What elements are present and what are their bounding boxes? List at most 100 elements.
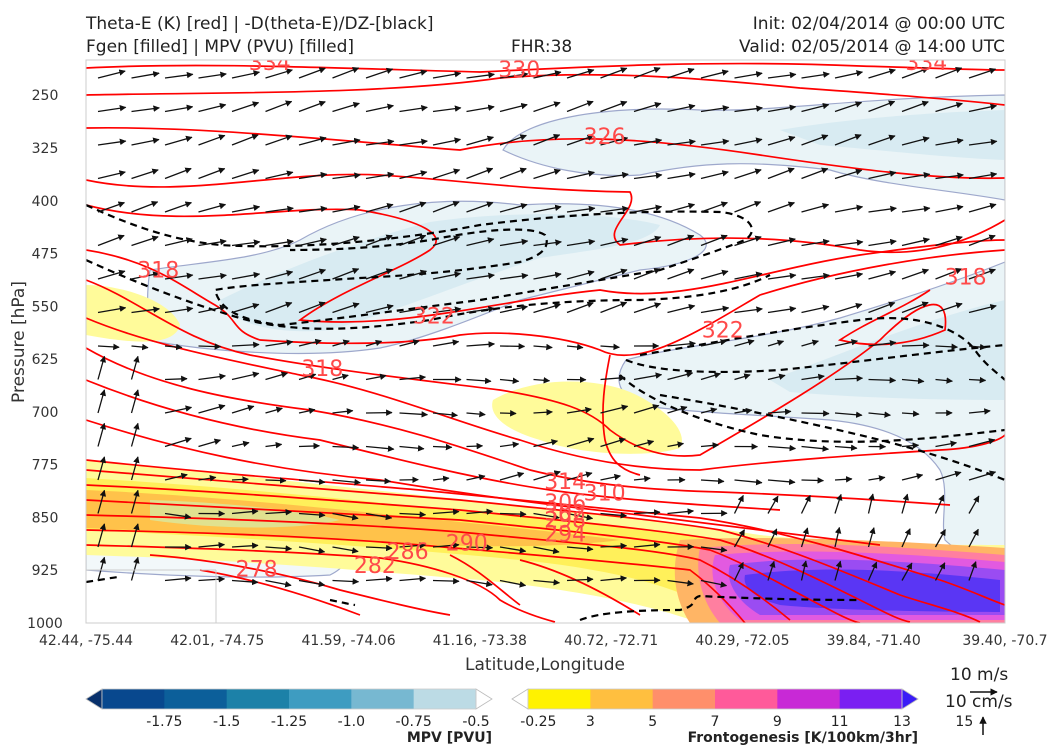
wind-arrow bbox=[901, 410, 920, 417]
wind-arrow bbox=[499, 202, 528, 213]
wind-arrow bbox=[968, 171, 998, 180]
wind-arrow bbox=[466, 201, 494, 213]
colorbar-segment bbox=[528, 689, 591, 709]
colorbar-extend-right bbox=[901, 688, 919, 710]
wind-arrow bbox=[734, 105, 763, 113]
wind-arrow bbox=[533, 546, 560, 555]
wind-arrow bbox=[700, 372, 721, 381]
theta-e-contour-label: 282 bbox=[354, 554, 396, 579]
colorbar-segment bbox=[590, 689, 654, 709]
wind-arrow bbox=[399, 201, 427, 213]
theta-e-contour-label: 334 bbox=[249, 51, 291, 76]
wind-arrow bbox=[700, 105, 730, 113]
wind-arrow bbox=[231, 168, 260, 180]
wind-arrow bbox=[97, 234, 125, 247]
wind-arrow bbox=[265, 301, 293, 314]
wind-arrow bbox=[466, 442, 484, 450]
wind-arrow bbox=[767, 560, 776, 581]
y-tick-label: 700 bbox=[32, 405, 59, 421]
wind-arrow bbox=[332, 67, 360, 79]
wind-arrow bbox=[131, 70, 160, 79]
wind-arrow bbox=[834, 339, 859, 347]
wind-arrow bbox=[867, 493, 875, 514]
wind-arrow bbox=[231, 578, 259, 586]
wind-arrow bbox=[265, 170, 294, 180]
wind-arrow bbox=[867, 527, 876, 548]
wind-arrow bbox=[834, 239, 864, 247]
wind-arrow bbox=[265, 68, 293, 79]
wind-arrow bbox=[499, 134, 527, 146]
wind-arrow bbox=[834, 560, 842, 581]
wind-arrow bbox=[633, 101, 662, 113]
wind-arrow bbox=[868, 134, 896, 146]
wind-arrow bbox=[566, 270, 595, 280]
wind-arrow bbox=[198, 575, 226, 583]
y-tick-label: 550 bbox=[32, 299, 59, 315]
wind-arrow bbox=[432, 271, 462, 280]
wind-arrow bbox=[600, 473, 621, 481]
wind-arrow bbox=[399, 234, 427, 247]
wind-arrow bbox=[633, 475, 651, 483]
wind-arrow bbox=[131, 168, 159, 180]
wind-arrow bbox=[97, 138, 127, 146]
x-axis-label: Latitude,Longitude bbox=[465, 655, 625, 675]
wind-arrow bbox=[834, 133, 862, 146]
wind-arrow bbox=[130, 355, 140, 380]
wind-arrow bbox=[298, 372, 317, 381]
wind-arrow bbox=[466, 104, 495, 113]
wind-arrow bbox=[365, 171, 395, 180]
wind-arrow bbox=[800, 527, 809, 548]
wind-arrow bbox=[130, 456, 140, 481]
wind-arrow bbox=[935, 267, 963, 280]
wind-arrow bbox=[365, 373, 387, 381]
wind-arrow bbox=[935, 470, 962, 481]
wind-arrow bbox=[97, 523, 106, 548]
wind-arrow bbox=[667, 371, 694, 381]
wind-arrow bbox=[231, 271, 261, 280]
wind-arrow bbox=[164, 472, 188, 481]
wind-arrow bbox=[265, 371, 289, 381]
colorbar-tick-label: -0.5 bbox=[462, 714, 489, 730]
wind-arrow bbox=[265, 270, 294, 280]
wind-arrow bbox=[399, 411, 429, 418]
wind-arrow bbox=[198, 403, 226, 414]
wind-arrow bbox=[868, 100, 896, 113]
wind-arrow bbox=[533, 70, 562, 79]
theta-e-contour-label: 330 bbox=[498, 58, 540, 83]
wind-arrow bbox=[968, 438, 996, 448]
wind-arrow bbox=[700, 201, 728, 213]
colorbar-segment bbox=[839, 689, 903, 709]
wind-arrow bbox=[834, 271, 864, 280]
wind-arrow bbox=[499, 71, 529, 79]
theta-e-contour-label: 298 bbox=[544, 508, 586, 533]
colorbar-tick-label: -1.5 bbox=[213, 714, 240, 730]
wind-arrow bbox=[164, 375, 188, 383]
theta-e-contour-label: 322 bbox=[702, 318, 744, 343]
colorbar-segment bbox=[226, 689, 290, 709]
wind-arrow bbox=[365, 234, 393, 247]
wind-arrow bbox=[198, 238, 227, 247]
wind-arrow bbox=[767, 71, 797, 79]
wind-arrow bbox=[97, 269, 126, 280]
wind-arrow bbox=[600, 374, 626, 382]
wind-arrow bbox=[834, 476, 853, 483]
wind-arrow bbox=[767, 201, 796, 213]
wind-arrow bbox=[365, 268, 393, 280]
wind-arrow bbox=[767, 167, 795, 180]
wind-arrow bbox=[97, 104, 127, 113]
wind-arrow bbox=[901, 442, 920, 449]
y-tick-label: 325 bbox=[32, 141, 59, 157]
wind-arrow bbox=[968, 234, 996, 247]
y-tick-label: 475 bbox=[32, 247, 59, 263]
wind-arrow bbox=[868, 68, 896, 79]
wind-arrow bbox=[767, 408, 792, 416]
wind-arrow bbox=[97, 170, 126, 180]
y-tick-label: 250 bbox=[32, 88, 59, 104]
wind-arrow bbox=[466, 167, 494, 180]
wind-arrow bbox=[533, 101, 561, 113]
wind-arrow bbox=[365, 544, 393, 552]
wind-arrow bbox=[600, 136, 629, 146]
wind-arrow bbox=[131, 105, 160, 113]
wind-arrow bbox=[868, 238, 897, 247]
theta-e-contour-label: 290 bbox=[446, 532, 488, 557]
